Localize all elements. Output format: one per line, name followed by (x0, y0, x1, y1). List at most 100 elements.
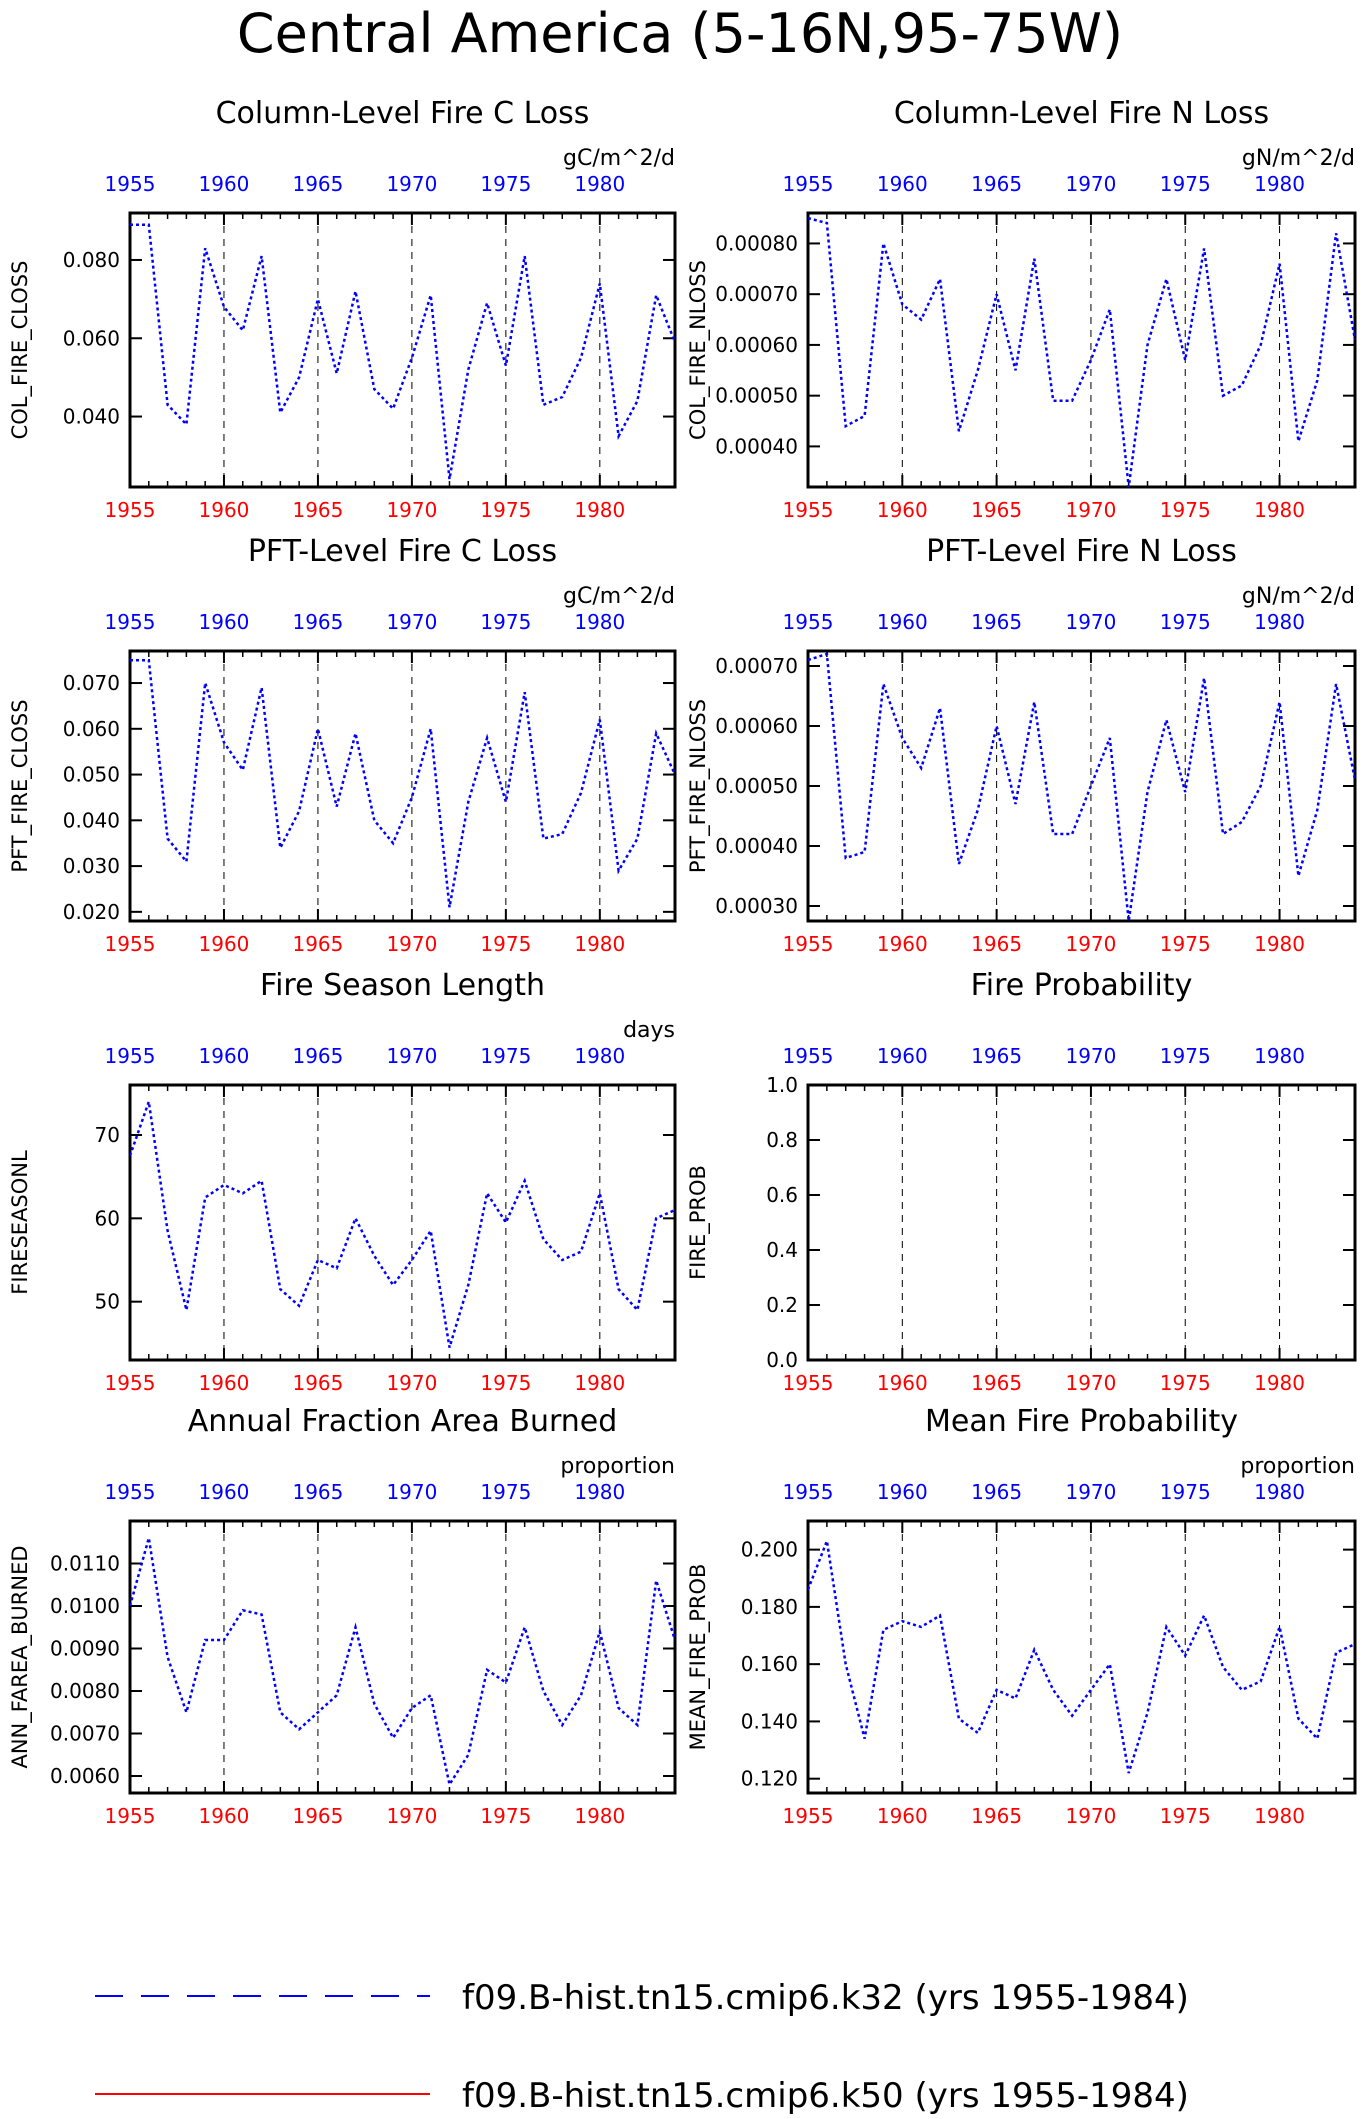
plot-frame-fireseasonl (128, 1083, 677, 1362)
x-tick-label-bottom: 1965 (292, 498, 343, 522)
x-tick-label-bottom: 1955 (105, 498, 156, 522)
x-tick-label-top: 1975 (480, 610, 531, 634)
series-line-fireseasonl (130, 1101, 675, 1348)
x-tick-label-bottom: 1980 (574, 498, 625, 522)
y-tick-label: 0.140 (741, 1709, 798, 1733)
y-axis-label-col_fire_closs: COL_FIRE_CLOSS (8, 261, 33, 440)
series-line-col_fire_closs (130, 223, 675, 480)
x-tick-label-top: 1965 (971, 610, 1022, 634)
chart-units-pft_fire_closs: gC/m^2/d (563, 584, 675, 609)
x-tick-label-top: 1970 (1065, 172, 1116, 196)
plot-frame-fire_prob (806, 1083, 1357, 1362)
x-tick-label-top: 1965 (292, 1480, 343, 1504)
y-tick-label: 0.060 (63, 326, 120, 350)
x-tick-label-top: 1955 (783, 610, 834, 634)
x-tick-label-bottom: 1955 (105, 932, 156, 956)
y-axis-label-mean_fire_prob: MEAN_FIRE_PROB (686, 1564, 711, 1751)
y-tick-label: 0.0110 (50, 1552, 120, 1576)
x-tick-label-top: 1955 (105, 1480, 156, 1504)
x-tick-label-top: 1975 (480, 1044, 531, 1068)
x-tick-label-top: 1975 (1160, 172, 1211, 196)
x-tick-label-bottom: 1975 (480, 932, 531, 956)
y-tick-label: 0.070 (63, 671, 120, 695)
x-tick-label-bottom: 1975 (1160, 1371, 1211, 1395)
x-tick-label-bottom: 1955 (783, 1371, 834, 1395)
x-tick-label-top: 1955 (105, 172, 156, 196)
x-tick-label-bottom: 1960 (199, 498, 250, 522)
y-tick-label: 70 (95, 1123, 120, 1147)
y-tick-label: 0.0070 (50, 1722, 120, 1746)
x-tick-label-bottom: 1955 (783, 932, 834, 956)
x-tick-label-top: 1960 (199, 1044, 250, 1068)
chart-title-fire_prob: Fire Probability (971, 968, 1193, 1003)
y-tick-label: 60 (95, 1206, 120, 1230)
x-tick-label-bottom: 1975 (1160, 1804, 1211, 1828)
x-tick-label-top: 1965 (971, 1044, 1022, 1068)
x-tick-label-bottom: 1960 (877, 1371, 928, 1395)
y-tick-label: 0.060 (63, 717, 120, 741)
x-tick-label-bottom: 1960 (877, 498, 928, 522)
y-tick-label: 0.050 (63, 763, 120, 787)
chart-title-ann_farea_burned: Annual Fraction Area Burned (188, 1404, 618, 1439)
plot-frame-col_fire_closs (128, 211, 677, 489)
x-tick-label-bottom: 1965 (292, 1371, 343, 1395)
x-tick-label-top: 1970 (1065, 1044, 1116, 1068)
x-tick-label-bottom: 1975 (480, 1371, 531, 1395)
x-tick-label-bottom: 1955 (105, 1804, 156, 1828)
x-tick-label-bottom: 1965 (971, 498, 1022, 522)
x-tick-label-top: 1965 (971, 172, 1022, 196)
series-line-pft_fire_nloss (808, 652, 1355, 921)
chart-title-pft_fire_closs: PFT-Level Fire C Loss (248, 534, 557, 569)
chart-panel-col_fire_closs: Column-Level Fire C Loss gC/m^2/d 1955 1955… (8, 96, 677, 522)
y-tick-label: 0.0 (766, 1348, 798, 1372)
chart-title-pft_fire_nloss: PFT-Level Fire N Loss (926, 534, 1237, 569)
chart-units-col_fire_closs: gC/m^2/d (563, 146, 675, 171)
x-tick-label-bottom: 1965 (971, 1804, 1022, 1828)
x-tick-label-top: 1960 (877, 1044, 928, 1068)
x-tick-label-bottom: 1965 (292, 932, 343, 956)
chart-units-mean_fire_prob: proportion (1240, 1454, 1355, 1479)
x-tick-label-top: 1970 (1065, 610, 1116, 634)
x-tick-label-top: 1975 (480, 172, 531, 196)
chart-units-ann_farea_burned: proportion (560, 1454, 675, 1479)
y-tick-label: 0.00050 (715, 774, 798, 798)
x-tick-label-top: 1980 (1254, 172, 1305, 196)
x-tick-label-top: 1975 (480, 1480, 531, 1504)
plot-frame-mean_fire_prob (806, 1519, 1357, 1795)
y-tick-label: 0.00070 (715, 654, 798, 678)
x-tick-label-bottom: 1965 (971, 932, 1022, 956)
x-tick-label-top: 1980 (1254, 610, 1305, 634)
x-tick-label-top: 1970 (1065, 1480, 1116, 1504)
x-tick-label-top: 1980 (574, 172, 625, 196)
chart-units-col_fire_nloss: gN/m^2/d (1242, 146, 1355, 171)
y-tick-label: 0.180 (741, 1595, 798, 1619)
x-tick-label-bottom: 1980 (1254, 1804, 1305, 1828)
y-tick-label: 0.00080 (715, 231, 798, 255)
y-tick-label: 0.2 (766, 1293, 798, 1317)
y-tick-label: 0.6 (766, 1183, 798, 1207)
x-tick-label-top: 1955 (783, 172, 834, 196)
x-tick-label-top: 1980 (574, 610, 625, 634)
plot-frame-ann_farea_burned (128, 1519, 677, 1795)
x-tick-label-bottom: 1980 (1254, 932, 1305, 956)
y-axis-label-ann_farea_burned: ANN_FAREA_BURNED (8, 1545, 33, 1768)
chart-panel-col_fire_nloss: Column-Level Fire N Loss gN/m^2/d 1955 1955… (686, 96, 1357, 522)
x-tick-label-top: 1955 (105, 610, 156, 634)
y-axis-label-col_fire_nloss: COL_FIRE_NLOSS (686, 260, 711, 440)
x-tick-label-bottom: 1970 (1065, 1371, 1116, 1395)
y-tick-label: 1.0 (766, 1073, 798, 1097)
x-tick-label-bottom: 1980 (1254, 1371, 1305, 1395)
x-tick-label-bottom: 1980 (574, 932, 625, 956)
x-tick-label-bottom: 1970 (1065, 1804, 1116, 1828)
y-tick-label: 0.160 (741, 1652, 798, 1676)
y-tick-label: 0.0060 (50, 1764, 120, 1788)
y-tick-label: 0.00060 (715, 714, 798, 738)
x-tick-label-top: 1955 (105, 1044, 156, 1068)
chart-title-fireseasonl: Fire Season Length (260, 968, 545, 1003)
chart-panel-fire_prob: Fire Probability 1955 1955 1960 1960 1965 1965… (686, 968, 1357, 1395)
x-tick-label-bottom: 1980 (1254, 498, 1305, 522)
x-tick-label-bottom: 1965 (292, 1804, 343, 1828)
x-tick-label-bottom: 1975 (1160, 932, 1211, 956)
